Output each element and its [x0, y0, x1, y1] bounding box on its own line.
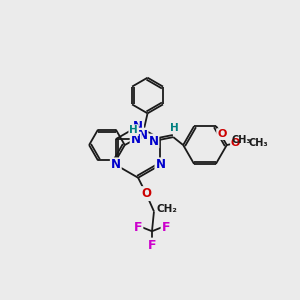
Text: N: N — [130, 133, 141, 146]
Text: N: N — [133, 120, 143, 133]
Text: N: N — [155, 158, 165, 171]
Text: O: O — [141, 187, 151, 200]
Text: N: N — [111, 158, 121, 171]
Text: H: H — [170, 123, 178, 133]
Text: CH₃: CH₃ — [232, 135, 251, 145]
Text: F: F — [148, 238, 156, 252]
Text: CH₃: CH₃ — [249, 138, 268, 148]
Text: N: N — [148, 135, 158, 148]
Text: H: H — [129, 125, 138, 135]
Text: N: N — [138, 129, 148, 142]
Text: F: F — [162, 221, 170, 234]
Text: O: O — [217, 129, 226, 139]
Text: F: F — [134, 221, 142, 234]
Text: CH₂: CH₂ — [157, 204, 178, 214]
Text: O: O — [231, 138, 240, 148]
